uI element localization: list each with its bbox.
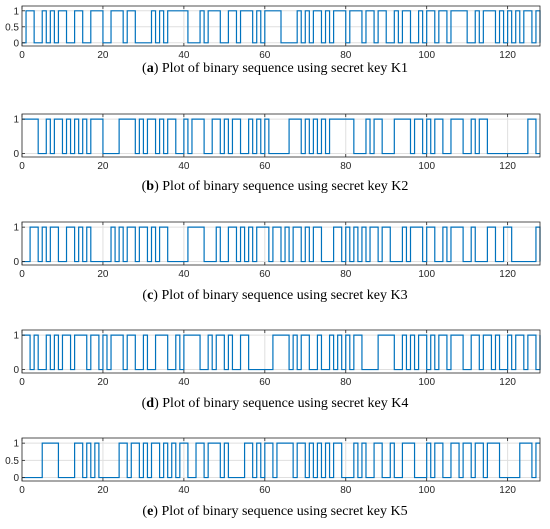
- caption-text: Plot of binary sequence using secret key…: [161, 504, 408, 519]
- caption-e: (e) Plot of binary sequence using secret…: [142, 504, 408, 519]
- y-tick-label: 0: [13, 473, 19, 484]
- y-tick-label: 0: [13, 365, 19, 376]
- x-tick-label: 60: [259, 377, 271, 388]
- axes-box: [21, 5, 541, 47]
- x-tick-label: 20: [97, 50, 109, 61]
- y-tick-label: 0: [13, 38, 19, 49]
- y-tick-label: 1: [13, 223, 19, 234]
- x-tick-label: 120: [499, 269, 516, 280]
- y-tick-label: 1: [13, 115, 19, 126]
- x-tick-label: 60: [259, 485, 271, 496]
- caption-text: Plot of binary sequence using secret key…: [162, 396, 409, 411]
- axes-box: [21, 113, 541, 158]
- x-tick-label: 100: [418, 50, 435, 61]
- x-tick-label: 60: [259, 50, 271, 61]
- y-tick-label: 0.5: [5, 22, 19, 33]
- x-tick-label: 0: [19, 161, 25, 172]
- caption-letter: e: [147, 504, 154, 519]
- axes-box: [21, 437, 541, 482]
- x-tick-label: 40: [178, 269, 190, 280]
- chart-b: 0 20 40 60 80 100 120 0 1: [13, 113, 541, 172]
- x-tick-label: 0: [19, 485, 25, 496]
- y-tick-label: 1: [13, 6, 19, 17]
- chart-e: 0 20 40 60 80 100 120 0 0.5 1: [5, 437, 541, 496]
- x-tick-label: 60: [259, 161, 271, 172]
- chart-a: 0 20 40 60 80 100 120 0 0.5 1: [5, 5, 541, 61]
- x-tick-label: 80: [340, 377, 352, 388]
- x-tick-label: 100: [418, 485, 435, 496]
- caption-letter: c: [147, 288, 154, 303]
- x-tick-label: 40: [178, 485, 190, 496]
- x-tick-label: 0: [19, 50, 25, 61]
- x-tick-label: 100: [418, 377, 435, 388]
- chart-c: 0 20 40 60 80 100 120 0 1: [13, 221, 541, 280]
- x-tick-label: 20: [97, 161, 109, 172]
- caption-a: (a) Plot of binary sequence using secret…: [142, 61, 408, 76]
- series-line-c: [22, 226, 541, 263]
- caption-letter: d: [146, 396, 155, 411]
- y-tick-label: 1: [13, 439, 19, 450]
- x-tick-label: 80: [340, 161, 352, 172]
- x-tick-label: 80: [340, 269, 352, 280]
- x-tick-label: 20: [97, 485, 109, 496]
- y-tick-label: 0.5: [5, 456, 19, 467]
- x-tick-label: 80: [340, 485, 352, 496]
- x-tick-label: 40: [178, 377, 190, 388]
- caption-text: Plot of binary sequence using secret key…: [161, 61, 408, 76]
- caption-text: Plot of binary sequence using secret key…: [162, 179, 409, 194]
- x-tick-label: 120: [499, 377, 516, 388]
- caption-letter: a: [146, 61, 154, 76]
- chart-d: 0 20 40 60 80 100 120 0 1: [13, 329, 541, 388]
- series-line-a: [22, 10, 541, 44]
- x-tick-label: 100: [418, 161, 435, 172]
- x-tick-label: 100: [418, 269, 435, 280]
- axes-box: [21, 221, 541, 266]
- x-tick-label: 120: [499, 161, 516, 172]
- x-tick-label: 0: [19, 269, 25, 280]
- caption-d: (d) Plot of binary sequence using secret…: [141, 396, 409, 411]
- x-tick-label: 40: [178, 161, 190, 172]
- caption-letter: b: [146, 179, 155, 194]
- x-tick-label: 60: [259, 269, 271, 280]
- x-tick-label: 0: [19, 377, 25, 388]
- series-line-e: [22, 442, 540, 479]
- caption-b: (b) Plot of binary sequence using secret…: [141, 179, 409, 194]
- x-tick-label: 20: [97, 269, 109, 280]
- caption-text: Plot of binary sequence using secret key…: [161, 288, 408, 303]
- axes-box: [21, 329, 541, 374]
- y-tick-label: 0: [13, 257, 19, 268]
- series-line-b: [22, 118, 540, 155]
- series-line-d: [22, 334, 541, 371]
- y-tick-label: 0: [13, 149, 19, 160]
- x-tick-label: 120: [499, 50, 516, 61]
- x-tick-label: 40: [178, 50, 190, 61]
- x-tick-label: 120: [499, 485, 516, 496]
- x-tick-label: 80: [340, 50, 352, 61]
- y-tick-label: 1: [13, 331, 19, 342]
- x-tick-label: 20: [97, 377, 109, 388]
- caption-c: (c) Plot of binary sequence using secret…: [142, 288, 408, 303]
